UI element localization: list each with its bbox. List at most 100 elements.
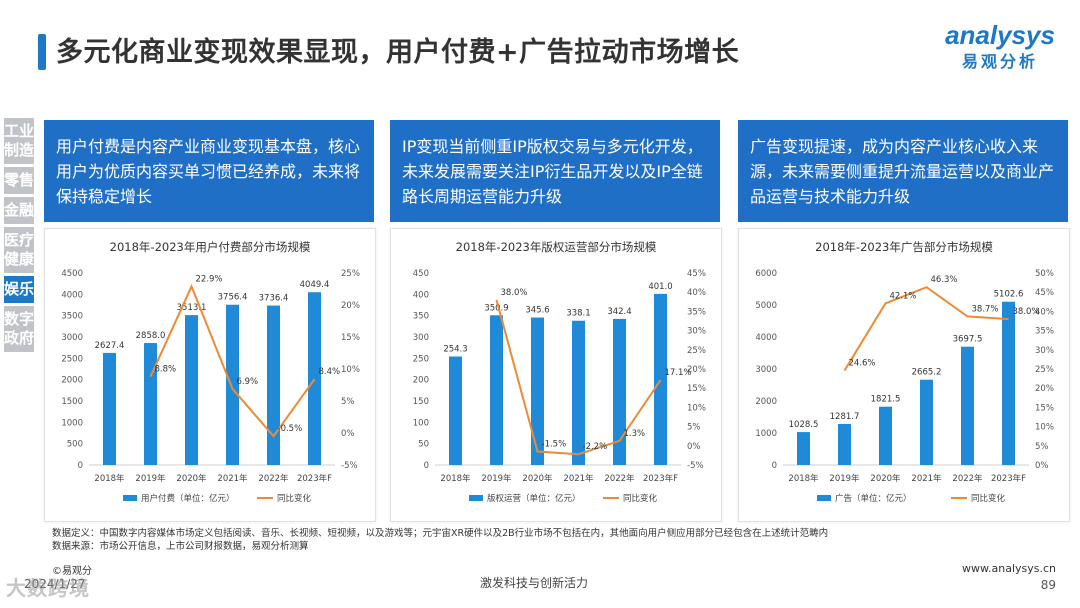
- bar: [531, 317, 544, 465]
- sidebar-industry-nav: 工业制造 零售 金融 医疗健康 娱乐 数字政府: [4, 118, 38, 355]
- y-tick-label: 350: [413, 312, 429, 322]
- y-tick-label: 4000: [61, 290, 83, 300]
- legend-bar-swatch: [817, 495, 831, 501]
- y2-tick-label: 20%: [1035, 384, 1054, 394]
- page-title: 多元化商业变现效果显现，用户付费+广告拉动市场增长: [56, 37, 740, 68]
- x-tick-label: 2023年F: [297, 473, 332, 484]
- y-tick-label: 0: [772, 461, 777, 471]
- y-tick-label: 1000: [755, 429, 777, 439]
- sidebar-item-retail[interactable]: 零售: [4, 167, 34, 194]
- bar-value-label: 1821.5: [871, 395, 901, 405]
- logo-text: nalysys: [959, 20, 1055, 50]
- x-tick-label: 2019年: [829, 473, 860, 484]
- line-value-label: 38.0%: [501, 288, 528, 298]
- line-value-label: 8.8%: [155, 365, 177, 375]
- sidebar-item-industry[interactable]: 工业制造: [4, 118, 34, 164]
- sidebar-item-finance[interactable]: 金融: [4, 197, 34, 224]
- y-tick-label: 5000: [755, 301, 777, 311]
- y-tick-label: 4000: [755, 333, 777, 343]
- bar-value-label: 3697.5: [953, 335, 983, 345]
- sidebar-item-entertainment[interactable]: 娱乐: [4, 276, 34, 303]
- bar-value-label: 3513.1: [177, 303, 207, 313]
- legend-bar-label: 版权运营（单位：亿元）: [487, 493, 581, 504]
- bar: [267, 305, 280, 465]
- y-tick-label: 3500: [61, 312, 83, 322]
- y2-tick-label: 20%: [687, 365, 706, 375]
- y-tick-label: 3000: [755, 365, 777, 375]
- line-value-label: -0.5%: [278, 424, 303, 434]
- advertising-chart: 2018年-2023年广告部分市场规模 0 1000 2000 3000 4000 5000…: [755, 240, 1054, 504]
- bar: [103, 352, 116, 465]
- copyright-chart: 2018年-2023年版权运营部分市场规模 0 50 100 150 200 250 300 3…: [413, 240, 706, 504]
- y-tick-label: 300: [413, 333, 429, 343]
- line-value-label: 46.3%: [931, 275, 958, 285]
- y-tick-label: 1000: [61, 418, 83, 428]
- y2-tick-label: 35%: [687, 307, 706, 317]
- yoy-line: [495, 299, 662, 456]
- website-url: www.analysys.cn: [962, 562, 1056, 575]
- panel-advertising: 广告变现提速，成为内容产业核心收入来源，未来需要侧重提升流量运营以及商业产品运营…: [738, 120, 1070, 522]
- sidebar-item-digital-gov[interactable]: 数字政府: [4, 306, 34, 352]
- line-value-label: 22.9%: [196, 274, 223, 284]
- line-value-label: 24.6%: [849, 359, 876, 369]
- y2-tick-label: 5%: [687, 423, 701, 433]
- bar-value-label: 350.9: [484, 303, 508, 313]
- bar-value-label: 342.4: [607, 307, 631, 317]
- line-value-label: 42.1%: [890, 291, 917, 301]
- x-tick-label: 2019年: [481, 473, 512, 484]
- bar-value-label: 1028.5: [789, 420, 819, 430]
- bar: [613, 318, 626, 465]
- bar: [572, 320, 585, 465]
- x-tick-label: 2020年: [870, 473, 901, 484]
- y2-tick-label: 0%: [687, 442, 701, 452]
- line-value-label: -2.2%: [583, 442, 608, 452]
- y2-tick-label: 5%: [1035, 442, 1049, 452]
- x-tick-label: 2020年: [176, 473, 207, 484]
- bar-value-label: 2627.4: [95, 341, 125, 351]
- x-tick-label: 2018年: [788, 473, 819, 484]
- y-tick-label: 400: [413, 290, 429, 300]
- bar: [838, 423, 851, 465]
- panel-ip-copyright: IP变现当前侧重IP版权交易与多元化开发，未来发展需要关注IP衍生品开发以及IP…: [390, 120, 722, 522]
- x-tick-label: 2022年: [258, 473, 289, 484]
- analysys-logo: analysys 易观分析: [940, 20, 1060, 72]
- y2-tick-label: 30%: [1035, 346, 1054, 356]
- bar: [449, 356, 462, 465]
- y2-tick-label: 45%: [1035, 288, 1054, 298]
- y2-tick-label: 25%: [687, 346, 706, 356]
- legend-bar-label: 广告（单位：亿元）: [835, 493, 912, 504]
- y-tick-label: 0: [78, 461, 83, 471]
- legend-bar-swatch: [123, 495, 137, 501]
- y2-tick-label: 25%: [1035, 365, 1054, 375]
- bar-value-label: 338.1: [566, 309, 590, 319]
- y-tick-label: 2000: [61, 376, 83, 386]
- chart-card: 2018年-2023年用户付费部分市场规模 0 500 1000 1500 2000 250…: [44, 228, 376, 522]
- y2-tick-label: 30%: [687, 327, 706, 337]
- line-value-label: 8.4%: [319, 367, 341, 377]
- x-tick-label: 2021年: [217, 473, 248, 484]
- logo-prefix: a: [945, 20, 960, 50]
- bar-value-label: 2665.2: [912, 368, 942, 378]
- legend-line-label: 同比变化: [623, 493, 658, 504]
- logo-cn: 易观分析: [961, 52, 1038, 71]
- x-tick-label: 2021年: [911, 473, 942, 484]
- chart-card: 2018年-2023年广告部分市场规模 0 1000 2000 3000 4000 5000…: [738, 228, 1070, 522]
- x-tick-label: 2022年: [952, 473, 983, 484]
- footnotes: 数据定义：中国数字内容媒体市场定义包括阅读、音乐、长视频、短视频，以及游戏等；元…: [52, 527, 828, 553]
- y-tick-label: 1500: [61, 397, 83, 407]
- bar-value-label: 3736.4: [259, 294, 289, 304]
- line-value-label: 38.0%: [1013, 307, 1040, 317]
- chart-card: 2018年-2023年版权运营部分市场规模 0 50 100 150 200 250 300 3…: [390, 228, 722, 522]
- sidebar-item-healthcare[interactable]: 医疗健康: [4, 227, 34, 273]
- bar: [185, 315, 198, 465]
- y2-tick-label: 35%: [1035, 327, 1054, 337]
- x-tick-label: 2023年F: [643, 473, 678, 484]
- data-source: 数据来源：市场公开信息，上市公司财报数据，易观分析测算: [52, 541, 309, 552]
- y-tick-label: 4500: [61, 269, 83, 279]
- user-payment-chart: 2018年-2023年用户付费部分市场规模 0 500 1000 1500 2000 250…: [61, 240, 360, 504]
- bar: [879, 406, 892, 465]
- bar-value-label: 1281.7: [830, 412, 860, 422]
- x-tick-label: 2023年F: [991, 473, 1026, 484]
- line-value-label: 17.1%: [665, 368, 692, 378]
- panel-header: 用户付费是内容产业商业变现基本盘，核心用户为优质内容买单习惯已经养成，未来将保持…: [44, 120, 374, 222]
